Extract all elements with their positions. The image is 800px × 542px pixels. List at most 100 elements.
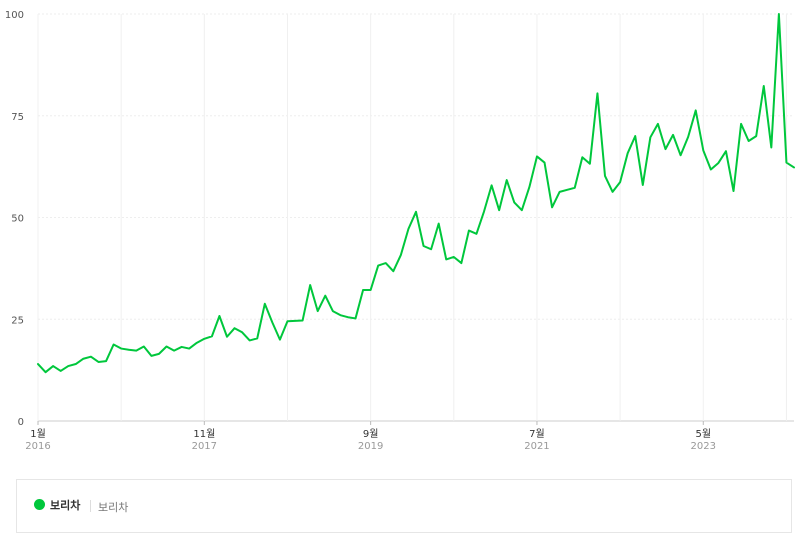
data-point[interactable] <box>148 353 154 359</box>
data-point[interactable] <box>95 359 101 365</box>
data-point[interactable] <box>239 329 245 335</box>
data-point[interactable] <box>526 184 532 190</box>
data-point[interactable] <box>761 83 767 89</box>
data-point[interactable] <box>610 189 616 195</box>
data-point[interactable] <box>655 121 661 127</box>
data-point[interactable] <box>171 348 177 354</box>
data-point[interactable] <box>791 164 797 170</box>
data-point[interactable] <box>141 344 147 350</box>
data-point[interactable] <box>542 160 548 166</box>
data-point[interactable] <box>368 287 374 293</box>
data-point[interactable] <box>723 148 729 154</box>
data-point[interactable] <box>557 189 563 195</box>
data-point[interactable] <box>549 204 555 210</box>
data-point[interactable] <box>80 356 86 362</box>
data-point[interactable] <box>375 263 381 269</box>
data-point[interactable] <box>715 160 721 166</box>
data-point[interactable] <box>337 312 343 318</box>
data-point[interactable] <box>65 363 71 369</box>
data-point[interactable] <box>209 333 215 339</box>
data-point[interactable] <box>647 134 653 140</box>
data-point[interactable] <box>35 361 41 367</box>
data-point[interactable] <box>405 226 411 232</box>
data-point[interactable] <box>277 337 283 343</box>
data-point[interactable] <box>292 318 298 324</box>
data-point[interactable] <box>473 231 479 237</box>
data-point[interactable] <box>201 336 207 342</box>
data-point[interactable] <box>519 207 525 213</box>
data-point[interactable] <box>232 325 238 331</box>
data-point[interactable] <box>247 337 253 343</box>
data-point[interactable] <box>224 334 230 340</box>
data-point[interactable] <box>708 166 714 172</box>
data-point[interactable] <box>133 348 139 354</box>
data-point[interactable] <box>662 146 668 152</box>
data-point[interactable] <box>269 320 275 326</box>
data-point[interactable] <box>753 133 759 139</box>
data-point[interactable] <box>458 260 464 266</box>
data-point[interactable] <box>511 199 517 205</box>
data-point[interactable] <box>179 344 185 350</box>
data-point[interactable] <box>216 313 222 319</box>
data-point[interactable] <box>118 346 124 352</box>
data-point[interactable] <box>443 256 449 262</box>
data-point[interactable] <box>625 150 631 156</box>
data-point[interactable] <box>111 341 117 347</box>
data-point[interactable] <box>421 243 427 249</box>
data-point[interactable] <box>345 314 351 320</box>
data-point[interactable] <box>413 209 419 215</box>
data-point[interactable] <box>602 173 608 179</box>
data-point[interactable] <box>390 268 396 274</box>
data-point[interactable] <box>617 179 623 185</box>
data-point[interactable] <box>156 351 162 357</box>
data-point[interactable] <box>783 160 789 166</box>
data-point[interactable] <box>254 335 260 341</box>
data-point[interactable] <box>353 315 359 321</box>
data-point[interactable] <box>58 368 64 374</box>
data-point[interactable] <box>50 363 56 369</box>
legend-color-dot[interactable] <box>34 499 45 510</box>
data-point[interactable] <box>496 207 502 213</box>
data-point[interactable] <box>383 260 389 266</box>
data-point[interactable] <box>700 147 706 153</box>
data-point[interactable] <box>594 90 600 96</box>
data-point[interactable] <box>428 246 434 252</box>
data-point[interactable] <box>534 153 540 159</box>
data-point[interactable] <box>88 354 94 360</box>
data-point[interactable] <box>73 361 79 367</box>
data-point[interactable] <box>489 182 495 188</box>
legend-series-name[interactable]: 보리차 <box>50 499 81 512</box>
data-point[interactable] <box>398 252 404 258</box>
data-point[interactable] <box>678 152 684 158</box>
data-point[interactable] <box>466 228 472 234</box>
data-point[interactable] <box>685 134 691 140</box>
data-point[interactable] <box>504 177 510 183</box>
data-point[interactable] <box>322 293 328 299</box>
data-point[interactable] <box>693 107 699 113</box>
data-point[interactable] <box>579 154 585 160</box>
data-point[interactable] <box>307 282 313 288</box>
data-point[interactable] <box>186 346 192 352</box>
data-point[interactable] <box>262 301 268 307</box>
data-point[interactable] <box>481 208 487 214</box>
data-point[interactable] <box>776 11 782 17</box>
data-point[interactable] <box>300 317 306 323</box>
data-point[interactable] <box>451 254 457 260</box>
data-point[interactable] <box>731 188 737 194</box>
data-point[interactable] <box>572 185 578 191</box>
data-point[interactable] <box>632 133 638 139</box>
data-point[interactable] <box>436 221 442 227</box>
data-point[interactable] <box>103 358 109 364</box>
data-point[interactable] <box>284 318 290 324</box>
data-point[interactable] <box>330 308 336 314</box>
data-point[interactable] <box>564 187 570 193</box>
data-point[interactable] <box>746 138 752 144</box>
data-point[interactable] <box>640 182 646 188</box>
data-point[interactable] <box>126 347 132 353</box>
data-point[interactable] <box>587 161 593 167</box>
series-line[interactable] <box>37 13 795 374</box>
data-point[interactable] <box>360 287 366 293</box>
data-point[interactable] <box>768 144 774 150</box>
data-point[interactable] <box>738 121 744 127</box>
data-point[interactable] <box>670 132 676 138</box>
